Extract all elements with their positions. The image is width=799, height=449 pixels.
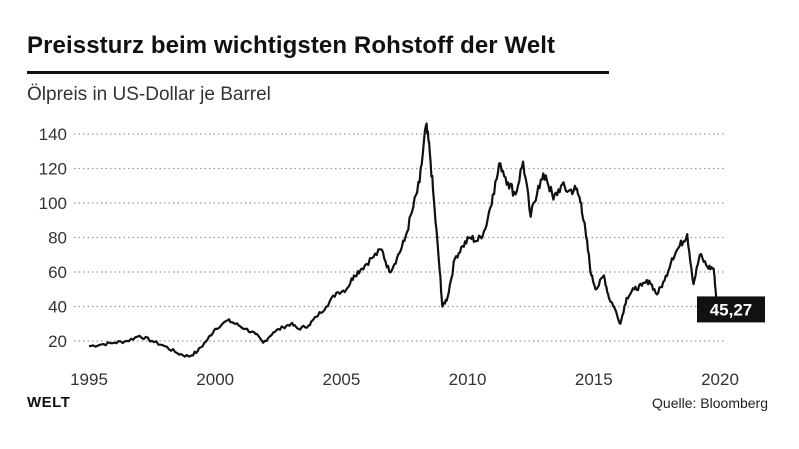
y-tick-label: 140 (39, 125, 67, 144)
price-line (88, 122, 718, 358)
y-tick-label: 80 (48, 229, 67, 248)
y-axis-ticks: 20 40 60 80 100 120 140 (39, 125, 67, 351)
y-tick-label: 20 (48, 332, 67, 351)
end-label-box (697, 296, 765, 323)
x-tick-label: 1995 (70, 370, 108, 389)
brand-logo: WELT (27, 394, 71, 411)
x-tick-label: 2005 (322, 370, 360, 389)
chart-subtitle: Ölpreis in US-Dollar je Barrel (27, 84, 271, 105)
y-tick-label: 100 (39, 194, 67, 213)
x-tick-label: 2000 (196, 370, 234, 389)
series-layer (88, 122, 718, 358)
title-underline (27, 71, 609, 74)
chart-title: Preissturz beim wichtigsten Rohstoff der… (27, 32, 556, 59)
x-axis-ticks: 1995 2000 2005 2010 2015 2020 (70, 370, 739, 389)
y-tick-label: 40 (48, 298, 67, 317)
x-tick-label: 2020 (701, 370, 739, 389)
y-tick-label: 60 (48, 263, 67, 282)
source-note: Quelle: Bloomberg (652, 395, 768, 411)
end-value-label: 45,27 (697, 296, 765, 323)
x-tick-label: 2015 (575, 370, 613, 389)
end-label-text: 45,27 (710, 300, 753, 319)
y-tick-label: 120 (39, 160, 67, 179)
x-tick-label: 2010 (449, 370, 487, 389)
gridlines (74, 133, 724, 342)
